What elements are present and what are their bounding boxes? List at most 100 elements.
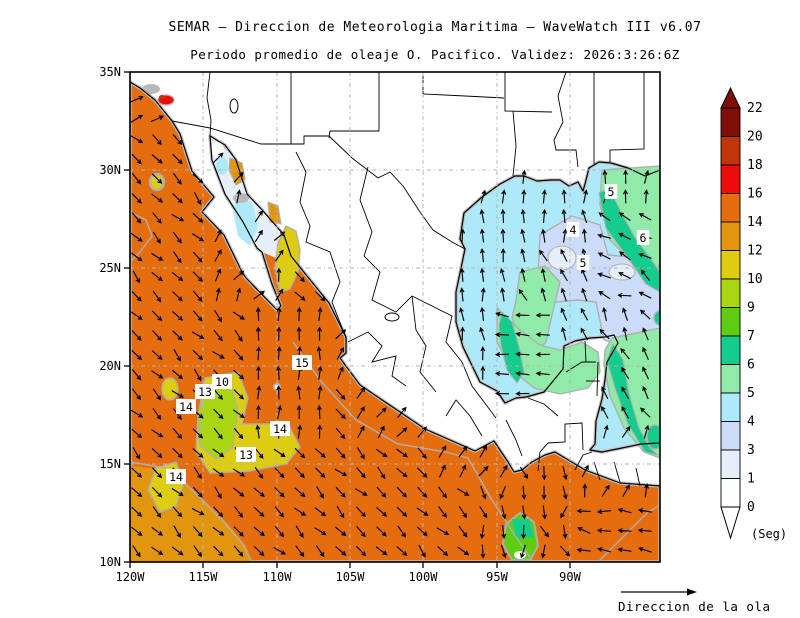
shade-patch [159, 95, 165, 99]
contour-label: 6 [640, 231, 647, 245]
colorbar-segment [720, 364, 741, 394]
lake [229, 98, 239, 114]
chart-title: SEMAR — Direccion de Meteorologia Mariti… [169, 20, 702, 35]
colorbar-top-arrow [720, 86, 741, 109]
state-border [504, 72, 553, 113]
chart-subtitle: Periodo promedio de oleaje O. Pacifico. … [190, 47, 680, 62]
colorbar-tick-label: 10 [747, 272, 763, 287]
colorbar-unit-label: (Seg) [751, 527, 787, 541]
contour-label: 5 [608, 185, 615, 199]
state-border [171, 120, 466, 250]
state-border [613, 461, 621, 483]
colorbar-tick-label: 1 [747, 472, 755, 487]
shade-patch [267, 201, 282, 225]
colorbar-tick-label: 16 [747, 187, 763, 202]
contour-label-box [576, 255, 590, 270]
colorbar-segment [720, 250, 741, 280]
state-border [565, 361, 596, 373]
shade-patch [547, 245, 577, 271]
contour-label: 14 [169, 470, 183, 484]
lake [384, 312, 400, 322]
colorbar-tick-label: 6 [747, 358, 755, 373]
state-border [512, 110, 517, 177]
state-border [445, 399, 483, 437]
colorbar-segment [720, 335, 741, 365]
colorbar-tick-label: 12 [747, 244, 763, 259]
contour-label: 13 [239, 448, 253, 462]
shade-patch [498, 311, 525, 384]
shade-patch [228, 157, 246, 186]
contour-label-box [176, 399, 196, 414]
contour-line [292, 341, 533, 561]
shade-patch [606, 343, 659, 456]
state-border [347, 331, 407, 387]
map-frame [129, 71, 661, 563]
y-tick-label: 30N [99, 163, 121, 177]
colorbar-tick-label: 7 [747, 329, 755, 344]
colorbar-segment [720, 421, 741, 451]
map-axes: 120W 115W 110W 105W 100W 95W 90W 35N 30N 25N 20N 15… [99, 65, 581, 584]
colorbar-segment [720, 164, 741, 194]
contour-label-box [636, 230, 650, 245]
colorbar-segment [720, 449, 741, 479]
shade-patch [608, 263, 636, 281]
x-tick-label: 115W [189, 570, 219, 584]
state-border [461, 361, 497, 419]
colorbar-tick-label: 14 [747, 215, 763, 230]
colorbar-tick-label: 18 [747, 158, 763, 173]
colorbar-segment [720, 221, 741, 251]
y-tick-label: 10N [99, 555, 121, 569]
x-tick-label: 95W [486, 570, 508, 584]
colorbar-segment [720, 392, 741, 422]
contour-line [130, 461, 253, 562]
wave-direction-annotation: Direccion de la ola [618, 588, 770, 614]
wave-direction-arrows [130, 95, 652, 559]
shade-patch [512, 519, 534, 538]
contour-label-box [166, 469, 186, 484]
state-border [596, 361, 599, 397]
colorbar-segment [720, 107, 741, 137]
contour-label-box [292, 355, 312, 370]
colorbar-tick-label: 5 [747, 386, 755, 401]
x-tick-label: 90W [559, 570, 581, 584]
contour-label: 5 [580, 256, 587, 270]
contour-label: 15 [295, 356, 309, 370]
contour-label-box [566, 222, 580, 237]
shade-patch [161, 377, 179, 401]
state-border [295, 151, 347, 339]
contour-label: 10 [215, 375, 229, 389]
y-tick-label: 35N [99, 65, 121, 79]
shade-patch [653, 310, 660, 326]
contour-line [130, 211, 153, 263]
pacific-ocean-coastline [130, 81, 660, 562]
contour-label-box [236, 447, 256, 462]
contour-label: 14 [273, 422, 287, 436]
state-border [505, 419, 523, 457]
y-tick-label: 15N [99, 457, 121, 471]
state-border [553, 72, 579, 168]
shade-patch [142, 84, 160, 94]
colorbar-segment [720, 278, 741, 308]
y-tick-label: 20N [99, 359, 121, 373]
colorbar-tick-label: 0 [747, 500, 755, 515]
colorbar-segment [720, 193, 741, 223]
contour-label-box [195, 384, 215, 399]
x-tick-label: 110W [263, 570, 293, 584]
state-border [328, 72, 380, 139]
state-border [359, 166, 463, 363]
colorbar-bottom-arrow [720, 506, 741, 540]
x-tick-label: 100W [409, 570, 439, 584]
contour-label-box [212, 374, 232, 389]
gulf-atlantic-coastline [455, 161, 660, 453]
state-border [635, 467, 641, 487]
state-border [411, 295, 437, 393]
colorbar-segment [720, 478, 741, 508]
shade-patch [598, 187, 660, 293]
contour-line [597, 504, 660, 562]
state-border [584, 340, 587, 363]
colorbar-segment [720, 136, 741, 166]
